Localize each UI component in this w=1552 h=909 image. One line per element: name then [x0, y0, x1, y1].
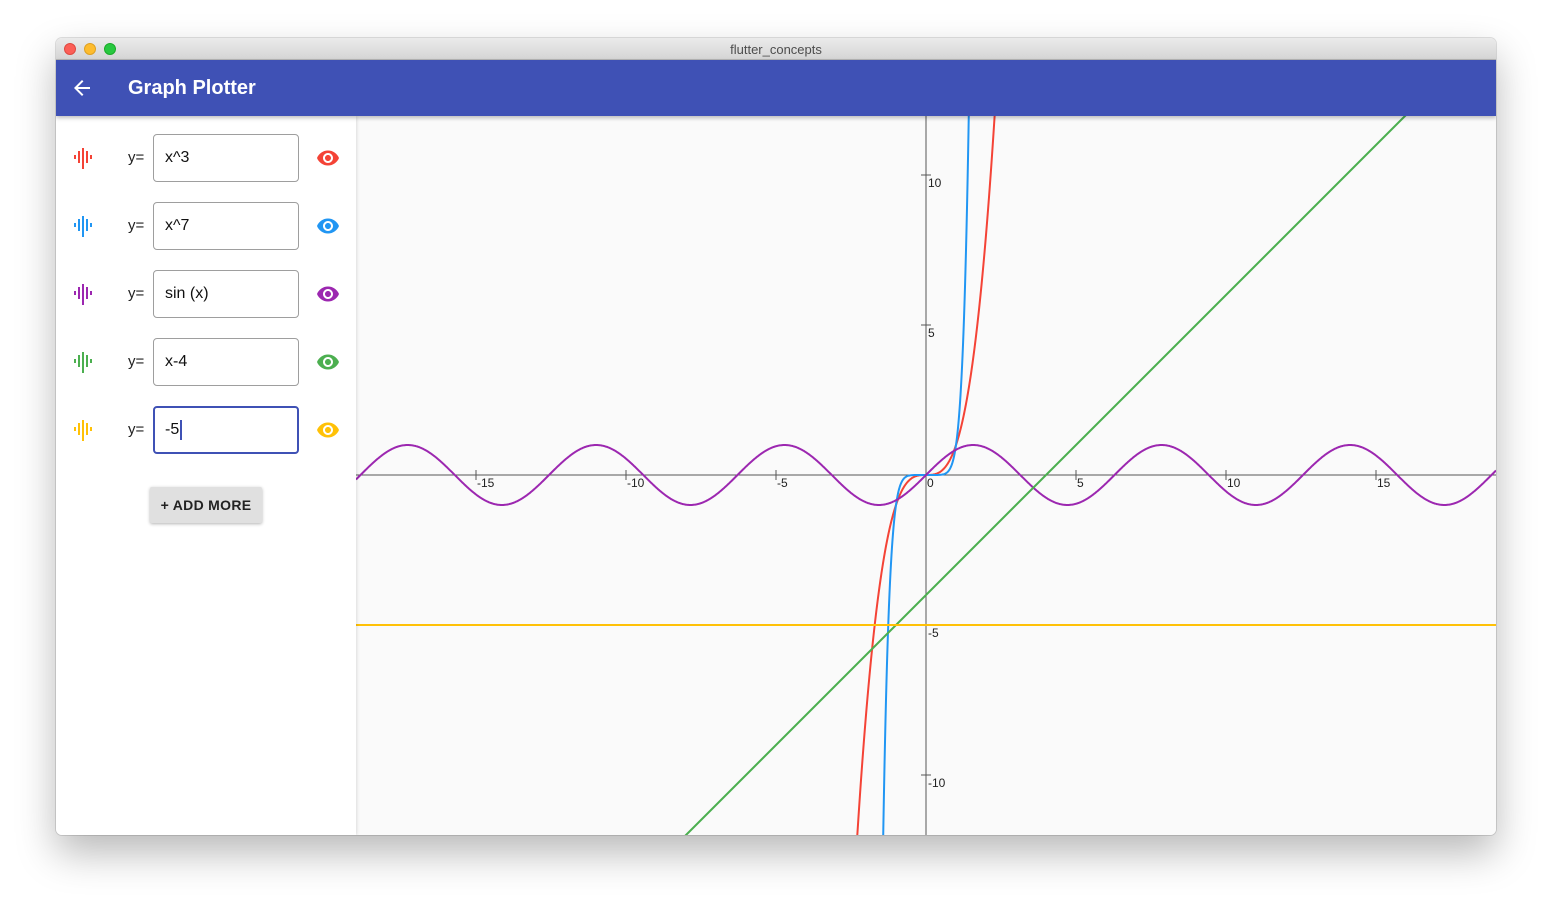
y-prefix-label: y= — [128, 149, 145, 166]
y-prefix-label: y= — [128, 285, 145, 302]
x-tick-label: 0 — [927, 476, 934, 490]
x-tick-label: 5 — [1077, 476, 1084, 490]
x-tick-label: -5 — [777, 476, 788, 490]
y-tick-label: -10 — [928, 776, 946, 790]
function-input[interactable] — [153, 202, 299, 250]
eye-icon[interactable] — [315, 350, 341, 374]
y-prefix-label: y= — [128, 353, 145, 370]
add-more-button[interactable]: + ADD MORE — [150, 487, 262, 523]
function-input[interactable] — [153, 134, 299, 182]
graphic-eq-icon[interactable] — [73, 419, 95, 441]
y-tick-label: 10 — [928, 176, 942, 190]
y-tick-label: 5 — [928, 326, 935, 340]
function-curve — [684, 116, 1407, 835]
function-curve — [356, 444, 1496, 506]
function-input[interactable] — [153, 406, 299, 454]
function-row: y= — [56, 338, 356, 386]
x-tick-label: 15 — [1377, 476, 1391, 490]
close-window-button[interactable] — [64, 43, 76, 55]
y-prefix-label: y= — [128, 421, 145, 438]
x-tick-label: -10 — [627, 476, 645, 490]
graphic-eq-icon[interactable] — [73, 283, 95, 305]
function-input[interactable] — [153, 338, 299, 386]
text-caret — [180, 420, 182, 440]
function-row: y= — [56, 202, 356, 250]
eye-icon[interactable] — [315, 282, 341, 306]
window-titlebar: flutter_concepts — [56, 38, 1496, 60]
function-row: y= — [56, 134, 356, 182]
graph-canvas[interactable]: -15 -10 -5 0 5 10 15 10 5 -5 -10 — [356, 116, 1496, 835]
x-tick-label: -15 — [477, 476, 495, 490]
eye-icon[interactable] — [315, 418, 341, 442]
graph-svg[interactable]: -15 -10 -5 0 5 10 15 10 5 -5 -10 — [356, 116, 1496, 835]
arrow-back-icon — [74, 80, 90, 96]
function-row: y= — [56, 270, 356, 318]
back-button[interactable] — [70, 76, 94, 100]
y-prefix-label: y= — [128, 217, 145, 234]
zoom-window-button[interactable] — [104, 43, 116, 55]
y-tick-label: -5 — [928, 626, 939, 640]
function-row: y= — [56, 406, 356, 454]
eye-icon[interactable] — [315, 214, 341, 238]
function-list-panel: y= y= y= y= y= + ADD MORE — [56, 116, 356, 835]
graphic-eq-icon[interactable] — [73, 215, 95, 237]
function-input[interactable] — [153, 270, 299, 318]
window-title: flutter_concepts — [730, 42, 822, 57]
page-title: Graph Plotter — [128, 77, 256, 99]
eye-icon[interactable] — [315, 146, 341, 170]
graphic-eq-icon[interactable] — [73, 147, 95, 169]
app-bar: Graph Plotter — [56, 60, 1496, 116]
minimize-window-button[interactable] — [84, 43, 96, 55]
app-window: flutter_concepts Graph Plotter y= y= y= … — [56, 38, 1496, 835]
graphic-eq-icon[interactable] — [73, 351, 95, 373]
x-tick-label: 10 — [1227, 476, 1241, 490]
